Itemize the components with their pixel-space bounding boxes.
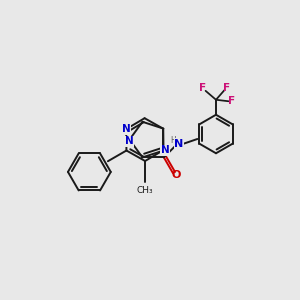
Text: CH₃: CH₃ [137, 186, 153, 195]
Text: N: N [122, 124, 130, 134]
Text: N: N [160, 145, 169, 155]
Text: F: F [199, 83, 206, 94]
Text: F: F [223, 83, 230, 93]
Text: H: H [170, 136, 176, 146]
Text: O: O [171, 169, 181, 180]
Text: F: F [228, 96, 235, 106]
Text: N: N [125, 136, 134, 146]
Text: N: N [175, 139, 184, 149]
